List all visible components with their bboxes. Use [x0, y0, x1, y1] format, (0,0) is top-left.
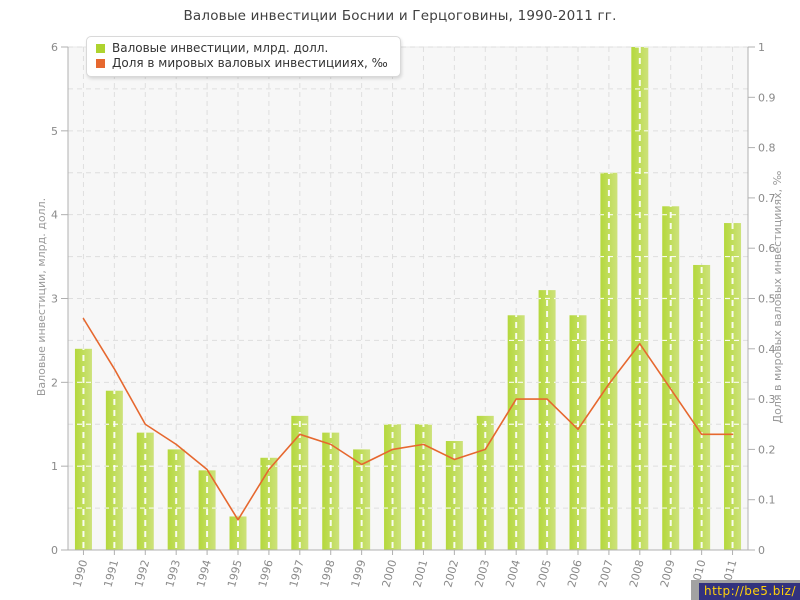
watermark-link[interactable]: http://be5.biz/ — [698, 583, 800, 600]
legend: Валовые инвестиции, млрд. долл. Доля в м… — [86, 36, 401, 77]
svg-text:2004: 2004 — [503, 558, 523, 588]
svg-text:2006: 2006 — [565, 558, 585, 588]
svg-text:1: 1 — [51, 460, 58, 473]
svg-text:3: 3 — [51, 293, 58, 306]
svg-text:1997: 1997 — [287, 558, 307, 588]
left-axis-title: Валовые инвестиции, млрд. долл. — [35, 197, 48, 397]
chart-title: Валовые инвестиции Боснии и Герцоговины,… — [183, 8, 617, 24]
watermark-strip: http://be5.biz/ — [690, 580, 800, 600]
legend-item-investments: Валовые инвестиции, млрд. долл. — [96, 41, 388, 56]
svg-text:2007: 2007 — [596, 558, 616, 588]
svg-text:5: 5 — [51, 125, 58, 138]
svg-text:1996: 1996 — [256, 558, 276, 588]
svg-text:2000: 2000 — [380, 558, 400, 588]
svg-text:1990: 1990 — [71, 558, 91, 588]
svg-text:1: 1 — [758, 41, 765, 54]
legend-label: Доля в мировых валовых инвестицииях, ‰ — [112, 56, 388, 70]
svg-text:1993: 1993 — [163, 558, 183, 588]
svg-text:1995: 1995 — [225, 558, 245, 588]
svg-text:0.9: 0.9 — [758, 91, 776, 104]
svg-text:2008: 2008 — [627, 558, 647, 588]
legend-swatch-line-icon — [96, 59, 105, 68]
svg-text:0.7: 0.7 — [758, 192, 776, 205]
svg-text:1999: 1999 — [349, 558, 369, 588]
svg-text:0.6: 0.6 — [758, 242, 776, 255]
svg-text:2002: 2002 — [441, 558, 461, 588]
svg-text:0.1: 0.1 — [758, 494, 776, 507]
svg-text:4: 4 — [51, 209, 58, 222]
svg-text:2009: 2009 — [658, 558, 678, 588]
legend-label: Валовые инвестиции, млрд. долл. — [112, 41, 329, 55]
right-axis-title: Доля в мировых валовых инвестицииях, ‰ — [771, 170, 784, 424]
svg-text:2003: 2003 — [472, 558, 492, 588]
svg-text:1992: 1992 — [132, 558, 152, 588]
svg-text:0: 0 — [51, 544, 58, 557]
svg-text:0.4: 0.4 — [758, 343, 776, 356]
svg-text:1991: 1991 — [101, 558, 121, 588]
svg-text:0: 0 — [758, 544, 765, 557]
svg-text:2: 2 — [51, 376, 58, 389]
svg-text:0.3: 0.3 — [758, 393, 776, 406]
svg-text:0.5: 0.5 — [758, 293, 776, 306]
svg-text:1998: 1998 — [318, 558, 338, 588]
svg-text:1994: 1994 — [194, 558, 214, 588]
svg-text:2001: 2001 — [411, 558, 431, 588]
svg-text:2005: 2005 — [534, 558, 554, 588]
legend-item-world-share: Доля в мировых валовых инвестицииях, ‰ — [96, 56, 388, 71]
svg-text:0.2: 0.2 — [758, 443, 776, 456]
legend-swatch-bar-icon — [96, 44, 105, 53]
svg-text:6: 6 — [51, 41, 58, 54]
svg-text:0.8: 0.8 — [758, 142, 776, 155]
